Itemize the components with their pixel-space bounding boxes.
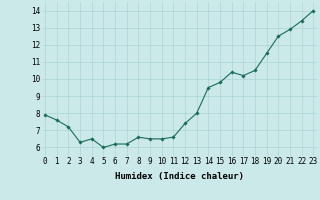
- X-axis label: Humidex (Indice chaleur): Humidex (Indice chaleur): [115, 172, 244, 181]
